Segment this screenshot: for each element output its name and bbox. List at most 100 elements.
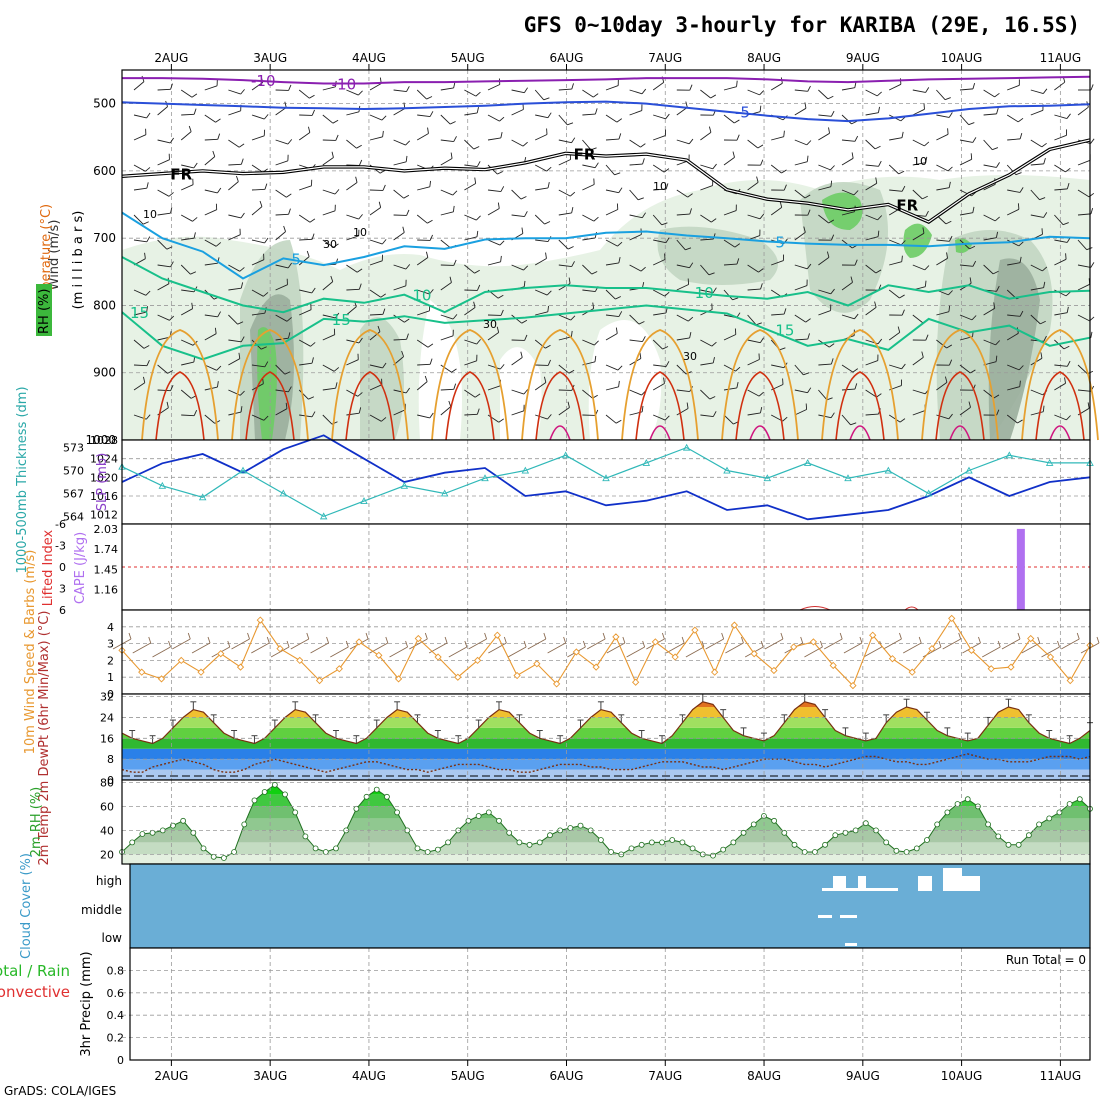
wind-barb bbox=[865, 164, 879, 167]
wind-barb-flag bbox=[661, 222, 668, 226]
wind-barb-flag bbox=[571, 207, 574, 214]
wind-barb-flag bbox=[1064, 377, 1066, 384]
wind10m-marker bbox=[849, 681, 857, 690]
wind-barb-flag bbox=[240, 158, 244, 165]
wind10m-barb-flag bbox=[820, 640, 823, 648]
wind10m-barb-flag bbox=[760, 640, 764, 648]
wind10m-barb-flag bbox=[661, 632, 665, 640]
wind-barb-flag bbox=[381, 417, 387, 422]
rh2m-marker bbox=[842, 829, 849, 836]
wind-barb-flag bbox=[547, 182, 550, 189]
wind-barb bbox=[393, 314, 405, 323]
wind-barb bbox=[936, 339, 947, 349]
wind-barb bbox=[393, 338, 407, 341]
wind-barb-flag bbox=[994, 92, 1000, 98]
rh-shade-area bbox=[360, 317, 404, 440]
wind-barb-flag bbox=[215, 242, 222, 247]
wind-barb-flag bbox=[406, 209, 410, 216]
wind-barb bbox=[346, 412, 360, 416]
wind-barb bbox=[865, 264, 877, 274]
wind-barb bbox=[676, 213, 690, 216]
wind-barb bbox=[393, 232, 405, 241]
wind-barb-flag bbox=[944, 97, 951, 101]
wind-barb-flag bbox=[642, 158, 645, 165]
wind10m-barb bbox=[606, 642, 626, 654]
rh2m-marker bbox=[791, 841, 798, 848]
wind-barb bbox=[653, 239, 667, 244]
rh-clear-area bbox=[588, 320, 662, 440]
temperature-contour-10 bbox=[121, 256, 1091, 314]
wind-barb bbox=[558, 239, 569, 250]
wind-barb-flag bbox=[427, 127, 429, 134]
wind-barb-flag bbox=[756, 176, 759, 183]
wind-barb bbox=[181, 164, 194, 169]
wind-barb bbox=[605, 189, 619, 194]
wind-barb bbox=[157, 139, 171, 144]
wind-barb-flag bbox=[544, 221, 551, 225]
wind-barb bbox=[1054, 364, 1068, 367]
wind10m-barb-flag bbox=[187, 632, 191, 640]
wind-barb-flag bbox=[616, 118, 623, 123]
temperature-contour-labels: -10 -10 -5 FR FR FR 5 5 10 10 15 15 15 10 30 10 30 30 10 10 bbox=[130, 72, 927, 363]
wind-barb-flag bbox=[264, 361, 269, 368]
wind-barb bbox=[1007, 364, 1020, 371]
wind-barb-flag bbox=[948, 181, 951, 188]
wind-barb bbox=[700, 339, 713, 347]
wind10m-barb-flag bbox=[503, 636, 507, 644]
wind-barb bbox=[251, 239, 265, 244]
cape-tick: 1.74 bbox=[94, 543, 119, 556]
wind-barb bbox=[700, 264, 710, 276]
wind-barb bbox=[157, 264, 171, 268]
wind-barb bbox=[440, 364, 452, 373]
wind-barb bbox=[322, 281, 334, 291]
wind-barb bbox=[1006, 332, 1019, 341]
wind-barb bbox=[535, 289, 548, 296]
slp-tick: 1024 bbox=[90, 453, 118, 466]
rh2m-base-band bbox=[122, 854, 1090, 864]
wind-barb-flag bbox=[688, 138, 694, 145]
wind-barb bbox=[534, 214, 545, 225]
wind-barb bbox=[818, 186, 832, 191]
wind-barb-flag bbox=[567, 122, 574, 126]
thickness-marker bbox=[844, 474, 852, 482]
rh2m-marker bbox=[811, 849, 818, 855]
rh-shade-area bbox=[903, 223, 932, 258]
wind-barb bbox=[346, 264, 358, 273]
date-tick-bottom: 6AUG bbox=[550, 1069, 584, 1083]
wind-barb-flag bbox=[735, 366, 741, 372]
rh2m-marker bbox=[271, 781, 278, 788]
rh2m-marker bbox=[944, 809, 951, 816]
wind-barb bbox=[275, 314, 288, 322]
wind-barb bbox=[794, 389, 808, 394]
wind-barb-flag bbox=[759, 105, 762, 112]
rh-clear-area bbox=[500, 347, 542, 440]
wind-barb-flag bbox=[144, 252, 146, 259]
wind-barb-flag bbox=[240, 336, 245, 343]
wind-barb-flag bbox=[732, 151, 735, 158]
pressure-tick: 1000 bbox=[85, 433, 116, 447]
wind-barb-flag bbox=[877, 215, 883, 221]
wind-barb bbox=[416, 257, 429, 266]
wind-barb-flag bbox=[283, 225, 286, 232]
wind-barb bbox=[605, 386, 619, 391]
rh2m-marker bbox=[1076, 796, 1083, 803]
rh2m-marker bbox=[424, 849, 431, 855]
wind-barb bbox=[723, 334, 736, 341]
wind-barb bbox=[865, 112, 879, 116]
wind-barb bbox=[558, 139, 572, 144]
wind-barb-flag bbox=[310, 342, 316, 347]
wind-barb-flag bbox=[332, 119, 339, 124]
wind-barb bbox=[629, 314, 640, 325]
wind-barb-flag bbox=[618, 257, 621, 264]
ylabel-pressure: (m i l l i b a r s) bbox=[71, 211, 86, 310]
wind-barb bbox=[912, 89, 926, 93]
wind-barb-flag bbox=[404, 318, 410, 323]
wind-barb-flag bbox=[852, 368, 859, 373]
rh2m-marker bbox=[1015, 841, 1022, 848]
wind-barb-flag bbox=[448, 400, 452, 407]
wind10m-barb-flag bbox=[326, 636, 329, 644]
rh2m-marker bbox=[862, 820, 869, 827]
wind-barb bbox=[865, 389, 877, 398]
wind-barb bbox=[204, 156, 216, 166]
